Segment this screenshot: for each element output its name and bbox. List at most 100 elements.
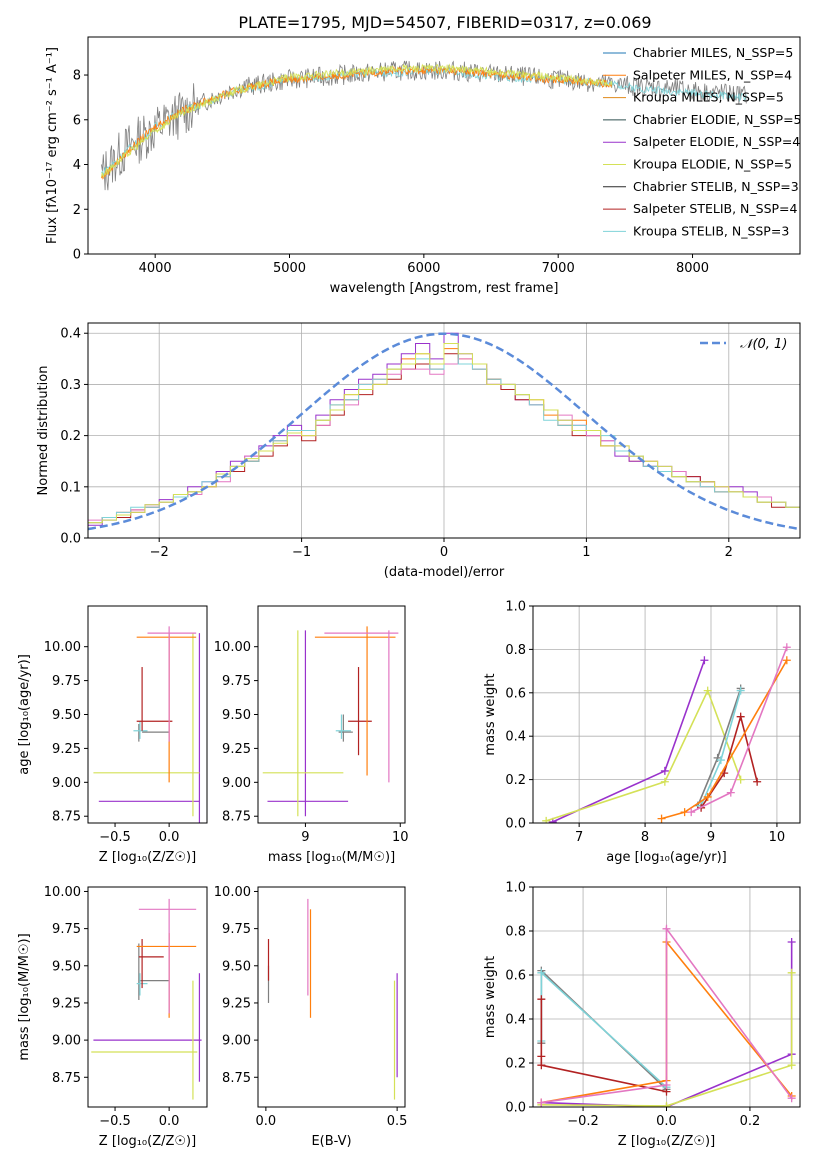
weight-point: [660, 766, 669, 775]
weight-point: [753, 777, 762, 786]
y-tick-label: 2: [73, 203, 81, 218]
x-axis-label: E(B-V): [311, 1134, 351, 1149]
y-tick-label: 0.1: [60, 480, 81, 495]
x-axis-label: Z [log₁₀(Z/Z☉)]: [618, 1134, 715, 1149]
weight-series-5: [541, 972, 793, 1107]
y-tick-label: 0.0: [505, 1101, 526, 1116]
weight-point: [782, 656, 791, 665]
y-tick-label: 0.4: [60, 327, 81, 342]
normal-curve: [88, 332, 800, 531]
y-tick-label: 8.75: [52, 1071, 81, 1086]
x-tick-label: 8: [641, 830, 649, 845]
legend-label: Salpeter MILES, N_SSP=4: [633, 67, 792, 82]
legend-label: Kroupa ELODIE, N_SSP=5: [633, 157, 792, 172]
y-tick-label: 0.8: [505, 643, 526, 658]
legend-label: Chabrier MILES, N_SSP=5: [633, 45, 793, 60]
x-axis-label: Z [log₁₀(Z/Z☉)]: [99, 850, 196, 865]
y-tick-label: 0.3: [60, 378, 81, 393]
weight-point: [787, 938, 796, 946]
weight-point: [660, 777, 669, 786]
y-tick-label: 9.75: [52, 674, 81, 689]
spectrum-series-4: [101, 63, 613, 179]
weight-point: [736, 686, 745, 695]
x-axis-label: mass [log₁₀(M/M☉)]: [268, 850, 395, 865]
y-tick-label: 10.00: [44, 885, 81, 900]
y-tick-label: 0.8: [505, 925, 526, 940]
weight-point: [657, 814, 666, 823]
y-tick-label: 10.00: [214, 640, 251, 655]
weight-point: [736, 712, 745, 721]
y-tick-label: 0.2: [60, 429, 81, 444]
legend-label: Salpeter ELODIE, N_SSP=4: [633, 134, 800, 149]
weight-point: [662, 1081, 671, 1089]
y-axis-label: age [log₁₀(age/yr)]: [17, 654, 32, 775]
plot-area: [88, 323, 800, 538]
weight-point: [537, 1061, 546, 1070]
x-tick-label: −1: [292, 545, 311, 560]
chart-panel-7: 0.0 0.5 8.75 9.00 9.25 9.50 9.75 10.00 E(B-V): [214, 885, 408, 1149]
x-axis-label: (data-model)/error: [384, 565, 505, 580]
y-tick-label: 9.00: [52, 776, 81, 791]
y-tick-label: 9.25: [222, 742, 251, 757]
weight-point: [787, 1094, 796, 1103]
legend-label: Kroupa MILES, N_SSP=5: [633, 90, 784, 105]
weight-series-5: [700, 713, 758, 809]
weight-point: [700, 656, 709, 665]
x-tick-label: 9: [707, 830, 715, 845]
weight-point: [726, 788, 735, 797]
axes-frame: [87, 886, 208, 1108]
y-tick-label: 9.50: [222, 708, 251, 723]
legend-label: 𝒩(0, 1): [740, 337, 787, 352]
legend-label: Kroupa STELIB, N_SSP=3: [633, 223, 789, 238]
x-tick-label: 0.0: [159, 830, 180, 845]
axes-frame: [87, 36, 801, 255]
x-tick-label: 10: [392, 830, 409, 845]
x-tick-label: 2: [725, 545, 733, 560]
weight-point: [662, 1101, 671, 1107]
x-tick-label: 0.0: [159, 1114, 180, 1129]
x-tick-label: 0.0: [256, 1114, 277, 1129]
weight-series-3: [540, 999, 667, 1093]
y-tick-label: 9.75: [222, 674, 251, 689]
x-tick-label: 4000: [139, 261, 172, 276]
y-tick-label: 8: [73, 69, 81, 84]
y-tick-label: 0.0: [60, 532, 81, 547]
weight-series-1: [552, 659, 706, 823]
chart-panel-2: −2 −1 0 1 2 0.0 0.1 0.2 0.3 0.4 (data-model)/error…: [36, 322, 801, 580]
chart-panel-4: 9 10 8.75 9.00 9.25 9.50 9.75 10.00 mass [log₁₀(…: [214, 605, 409, 865]
weight-point: [542, 816, 551, 823]
weight-point: [662, 924, 671, 933]
legend-label: Salpeter STELIB, N_SSP=4: [633, 201, 798, 216]
plot-area: [91, 898, 202, 1100]
axes-frame: [257, 886, 406, 1108]
y-tick-label: 1.0: [505, 600, 526, 615]
y-tick-label: 8.75: [222, 1071, 251, 1086]
y-tick-label: 0.2: [505, 773, 526, 788]
x-tick-label: 9: [301, 830, 309, 845]
x-tick-label: 1: [582, 545, 590, 560]
weight-point: [703, 686, 712, 695]
y-tick-label: 9.00: [222, 776, 251, 791]
y-axis-label: mass weight: [483, 956, 498, 1038]
axes-frame: [87, 605, 208, 824]
y-tick-label: 9.50: [52, 708, 81, 723]
weight-point: [537, 968, 546, 977]
weight-point: [736, 775, 745, 784]
x-tick-label: 0.5: [387, 1114, 408, 1129]
axes-frame: [257, 605, 406, 824]
legend-label: Chabrier ELODIE, N_SSP=5: [633, 112, 802, 127]
y-tick-label: 9.00: [52, 1034, 81, 1049]
histogram-series-4: [88, 358, 800, 538]
weight-series-6: [661, 659, 788, 820]
weight-point: [537, 1098, 546, 1107]
spectrum-series-3: [101, 65, 613, 180]
histogram-series-6: [88, 342, 800, 538]
plot-area: [267, 898, 398, 1100]
axes-frame: [532, 605, 801, 824]
weight-point: [787, 968, 796, 977]
y-tick-label: 8.75: [222, 810, 251, 825]
y-axis-label: mass [log₁₀(M/M☉)]: [17, 933, 32, 1060]
x-axis-label: Z [log₁₀(Z/Z☉)]: [99, 1134, 196, 1149]
x-tick-label: 6000: [407, 261, 440, 276]
